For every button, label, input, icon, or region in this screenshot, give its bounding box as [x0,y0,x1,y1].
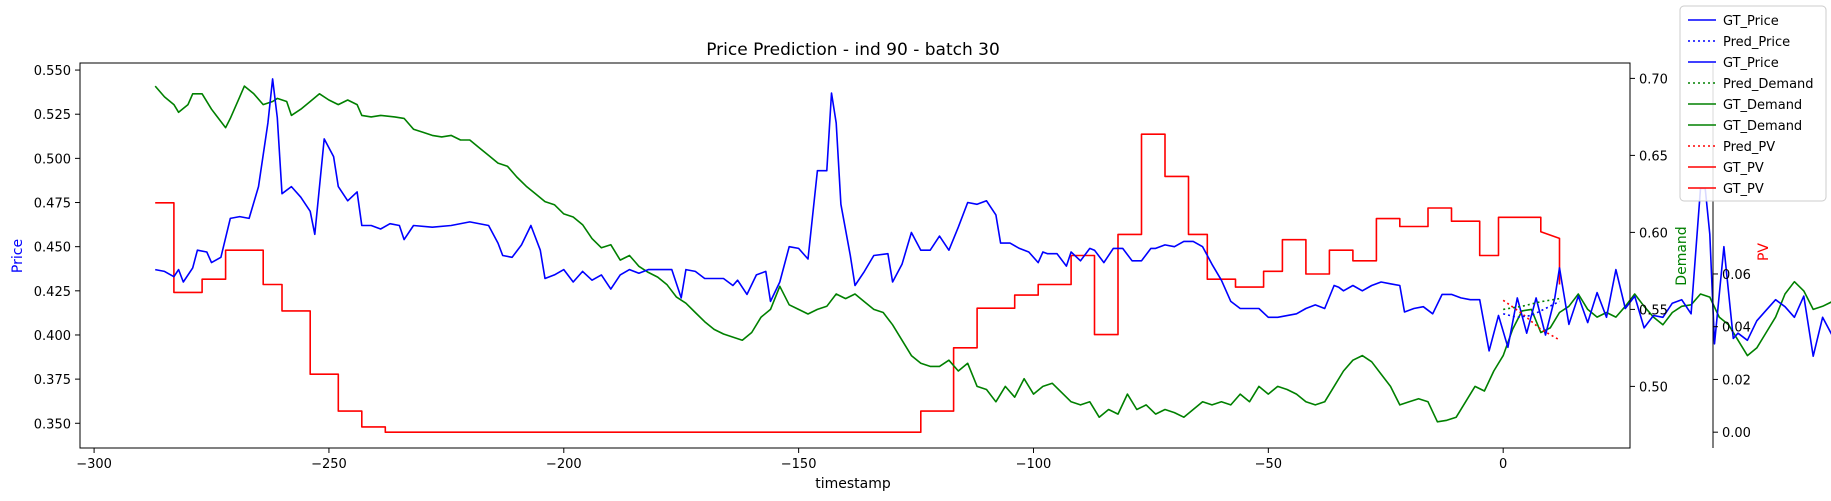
price-tick-label: 0.375 [34,373,71,388]
series-pred-demand [1503,297,1560,311]
x-tick-label: −150 [781,457,817,472]
x-axis-label: timestamp [815,476,891,492]
legend-label: GT_Price [1723,14,1779,29]
legend-label: GT_Demand [1723,98,1802,113]
price-tick-label: 0.550 [34,64,71,79]
x-tick-label: −300 [76,457,112,472]
demand-tick-label: 0.50 [1639,380,1668,395]
price-tick-label: 0.450 [34,241,71,256]
axis-layer: −300 −250 −200 −150 −100 −50 0 0.350 0.375 0.400 0… [34,63,1751,472]
x-tick-label: −250 [311,457,347,472]
demand-tick-label: 0.60 [1639,226,1668,241]
legend-label: GT_PV [1723,161,1764,176]
price-axis-label: Price [10,239,26,273]
pv-axis-label: PV [1756,243,1772,261]
x-tick-label: −100 [1016,457,1052,472]
legend-label: Pred_Price [1723,35,1790,50]
series-pred-pv [1502,299,1560,341]
price-tick-label: 0.400 [34,329,71,344]
legend-label: GT_Demand [1723,119,1802,134]
series-gt-pv [155,133,1561,434]
x-tick-label: 0 [1499,457,1507,472]
pv-tick-label: 0.06 [1722,268,1751,283]
chart-title: Price Prediction - ind 90 - batch 30 [706,40,1000,60]
pv-tick-label: 0.00 [1722,426,1751,441]
legend: GT_Price Pred_Price GT_Price Pred_Demand GT_… [1679,5,1827,202]
price-tick-label: 0.350 [34,417,71,432]
pv-tick-label: 0.04 [1722,321,1751,336]
price-tick-label: 0.500 [34,152,71,167]
legend-label: GT_PV [1723,182,1764,197]
legend-label: GT_Price [1723,56,1779,71]
plot-frame [79,62,1631,449]
price-tick-label: 0.525 [34,108,71,123]
legend-box [1679,5,1827,202]
series-gt-price [155,78,1831,358]
x-tick-label: −50 [1255,457,1282,472]
demand-tick-label: 0.65 [1639,149,1668,164]
price-tick-label: 0.425 [34,285,71,300]
demand-tick-label: 0.55 [1639,303,1668,318]
series-gt-demand [154,85,1831,423]
pv-tick-label: 0.02 [1722,373,1751,388]
x-tick-label: −200 [546,457,582,472]
demand-axis-label: Demand [1674,226,1690,285]
legend-label: Pred_Demand [1723,77,1814,92]
plot-layer [154,78,1831,434]
legend-label: Pred_PV [1723,140,1775,155]
demand-tick-label: 0.70 [1639,72,1668,87]
price-tick-label: 0.475 [34,197,71,212]
